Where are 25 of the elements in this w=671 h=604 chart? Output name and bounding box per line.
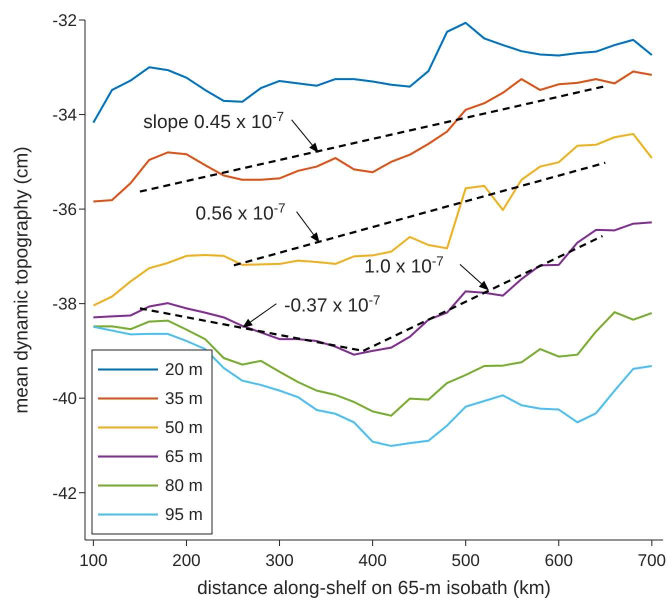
y-axis-title: mean dynamic topography (cm) [12, 146, 32, 414]
legend-label: 20 m [165, 360, 203, 379]
x-tick-label: 600 [544, 551, 573, 570]
legend-label: 35 m [165, 389, 203, 408]
annotation: 1.0 x 10$^{-7}$ [364, 252, 444, 278]
legend-label: 95 m [165, 505, 203, 524]
annotation: -0.37 x 10$^{-7}$ [284, 292, 380, 317]
legend-label: 80 m [165, 476, 203, 495]
y-tick-label: -42 [52, 484, 77, 503]
legend-label: 50 m [165, 418, 203, 437]
legend-label: 65 m [165, 447, 203, 466]
y-tick-label: -34 [52, 106, 77, 125]
x-tick-label: 400 [358, 551, 387, 570]
x-tick-label: 200 [172, 551, 201, 570]
annotation: 0.56 x 10$^{-7}$ [196, 200, 286, 225]
x-tick-label: 700 [638, 551, 666, 570]
x-tick-label: 100 [79, 551, 108, 570]
x-axis-title: distance along-shelf on 65-m isobath (km) [197, 578, 551, 599]
x-tick-label: 500 [451, 551, 480, 570]
annotation: slope 0.45 x 10$^{-7}$ [143, 108, 284, 133]
y-tick-label: -40 [52, 389, 77, 408]
y-tick-label: -32 [52, 11, 77, 30]
y-tick-label: -36 [52, 200, 77, 220]
x-tick-label: 300 [265, 551, 294, 570]
y-tick-label: -38 [52, 294, 77, 314]
